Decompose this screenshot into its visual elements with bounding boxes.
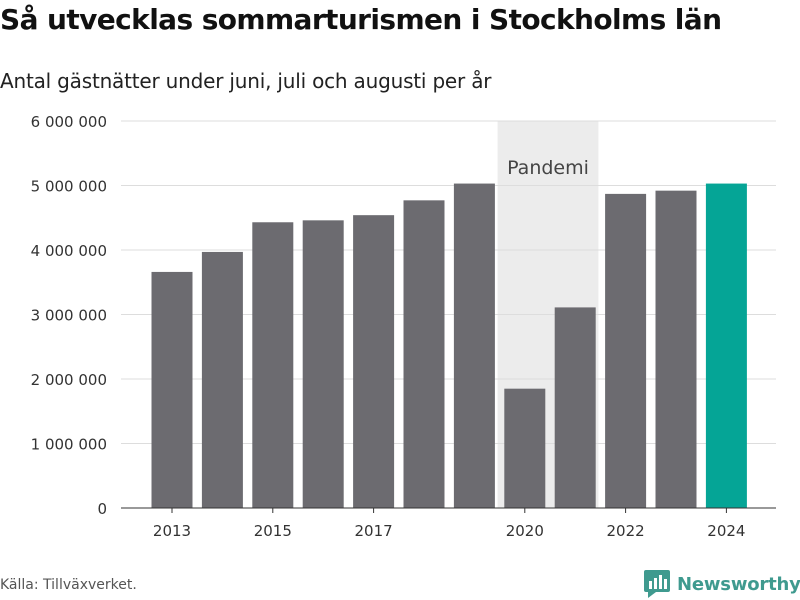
y-tick-label: 2 000 000	[31, 371, 107, 389]
y-tick-label: 0	[97, 500, 107, 518]
pandemic-label: Pandemi	[507, 157, 589, 179]
bar-2013	[151, 271, 193, 508]
bar-2022	[605, 193, 647, 508]
x-tick-label: 2015	[254, 522, 292, 540]
newsworthy-logo[interactable]: Newsworthy	[644, 569, 800, 599]
newsworthy-logo-text: Newsworthy	[677, 573, 800, 595]
bar-2020	[504, 388, 546, 508]
bar-2017	[353, 215, 395, 509]
bar-2014	[201, 251, 243, 508]
y-tick-label: 4 000 000	[31, 242, 107, 260]
y-tick-label: 6 000 000	[31, 113, 107, 131]
source-note: Källa: Tillväxverket.	[0, 577, 137, 593]
x-tick-label: 2013	[153, 522, 191, 540]
chart-title: Så utvecklas sommarturismen i Stockholms…	[0, 3, 722, 36]
bar-2018	[403, 200, 445, 508]
y-tick-label: 5 000 000	[31, 178, 107, 196]
x-tick-label: 2017	[355, 522, 393, 540]
bar-2021	[554, 307, 596, 508]
bar-2023	[655, 190, 697, 508]
y-tick-label: 3 000 000	[31, 307, 107, 325]
bar-2019	[453, 183, 495, 508]
chart-subtitle: Antal gästnätter under juni, juli och au…	[0, 69, 492, 93]
bar-2015	[252, 222, 294, 508]
y-tick-label: 1 000 000	[31, 436, 107, 454]
newsworthy-logo-icon	[644, 570, 670, 598]
bar-2016	[302, 220, 344, 508]
x-tick-label: 2024	[707, 522, 745, 540]
bar-2024	[705, 183, 747, 508]
x-tick-label: 2020	[506, 522, 544, 540]
x-tick-label: 2022	[607, 522, 645, 540]
